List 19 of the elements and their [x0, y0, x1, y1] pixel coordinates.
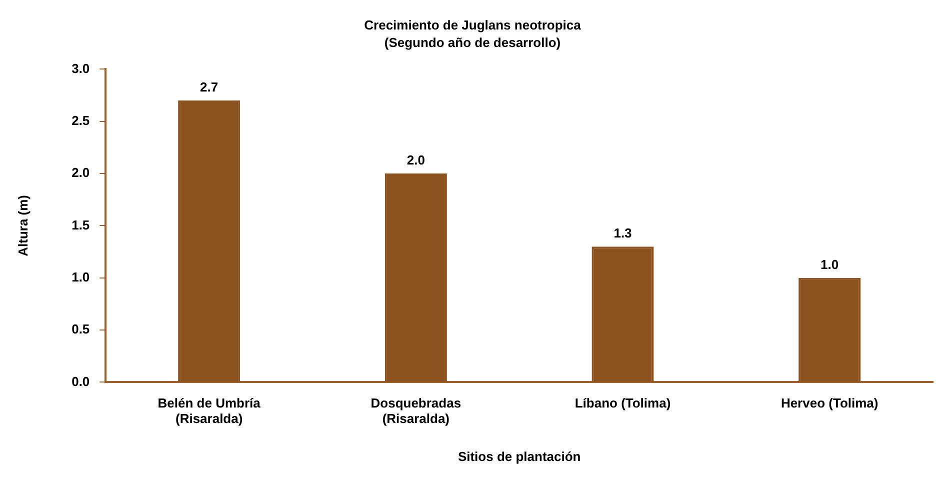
x-tick-label: Herveo (Tolima) — [780, 396, 878, 411]
y-tick-label: 3.0 — [72, 60, 90, 76]
y-tick-label: 1.5 — [72, 217, 90, 232]
y-axis-title: Altura (m) — [15, 195, 30, 256]
data-label: 2.0 — [406, 152, 425, 168]
y-tick-label: 2.0 — [72, 165, 90, 180]
chart-title: Crecimiento de Juglans neotropica — [364, 17, 582, 32]
y-tick-label: 2.5 — [72, 112, 90, 128]
data-label: 2.7 — [200, 80, 218, 95]
x-tick-label: Belén de Umbría (Risaralda) — [158, 396, 262, 426]
data-label: 1.3 — [614, 226, 632, 241]
chart-subtitle: (Segundo año de desarrollo) — [384, 34, 561, 50]
x-tick-label: Dosquebradas (Risaralda) — [370, 396, 462, 426]
data-label: 1.0 — [820, 256, 839, 272]
x-tick-label: Líbano (Tolima) — [574, 396, 671, 411]
x-axis-title: Sitios de plantación — [458, 448, 581, 464]
y-tick-label: 1.0 — [72, 269, 90, 284]
y-tick-label: 0.0 — [72, 374, 90, 389]
y-tick-label: 0.5 — [72, 322, 90, 337]
